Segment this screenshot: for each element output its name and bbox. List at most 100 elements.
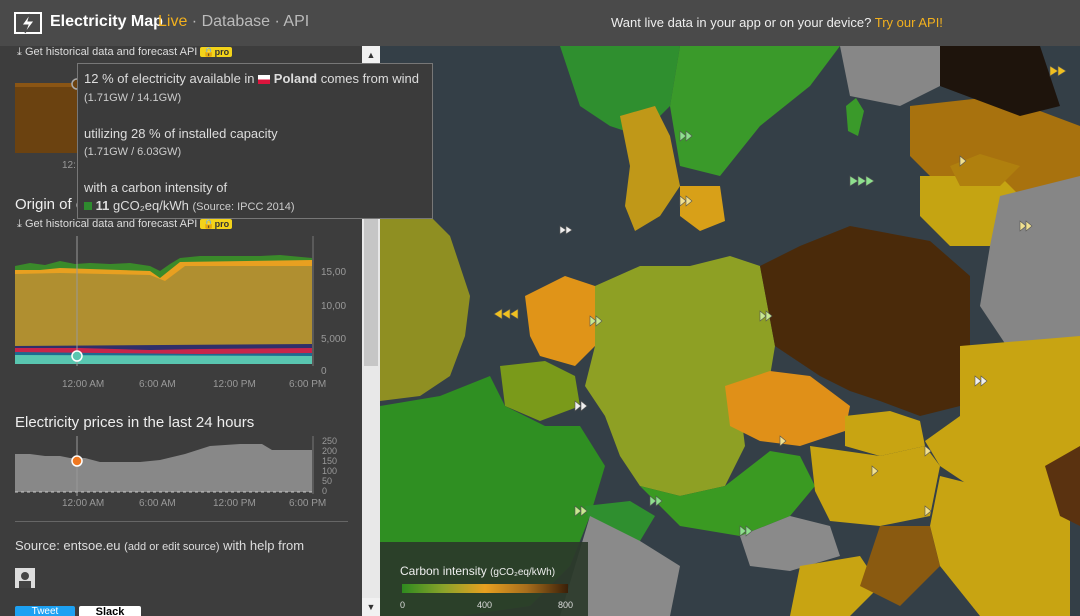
country-dk-west[interactable] (620, 106, 680, 231)
pro-badge: 🔒pro (200, 219, 233, 229)
island-gotland[interactable] (846, 98, 864, 136)
y-tick-label: 15,00 (321, 267, 347, 278)
historical-data-link[interactable]: ⤓ Get historical data and forecast API 🔒p… (17, 218, 233, 231)
x-tick-label: 6:00 AM (139, 498, 176, 509)
legend-tick: 0 (400, 600, 406, 610)
legend-title: Carbon intensity (gCO₂eq/kWh) (400, 564, 555, 578)
country-at[interactable] (640, 451, 815, 536)
lock-icon: 🔒 (203, 219, 215, 229)
x-tick-label: 12: (62, 160, 76, 171)
y-tick-label: 100 (322, 466, 338, 476)
slack-button[interactable]: Slack (79, 606, 141, 616)
legend-color-bar (402, 584, 568, 593)
edit-source-link[interactable]: (add or edit source) (124, 541, 220, 553)
map-view[interactable]: Carbon intensity (gCO₂eq/kWh) 0 400 800 (380, 46, 1080, 616)
y-tick-label: 50 (322, 476, 333, 486)
promo-text: Want live data in your app or on your de… (611, 15, 875, 30)
tooltip-line-2: utilizing 28 % of installed capacity (84, 126, 278, 141)
country-dk-east[interactable] (680, 186, 725, 231)
nav-separator: · (270, 13, 284, 30)
country-de[interactable] (585, 256, 775, 496)
intensity-value: 11 (95, 198, 110, 213)
y-tick-label: 10,00 (321, 301, 347, 312)
country-si[interactable] (740, 516, 840, 571)
legend-tick: 800 (558, 600, 574, 610)
chart-hover-marker[interactable] (71, 455, 83, 467)
history-chart-top (15, 78, 83, 153)
country-gb[interactable] (380, 206, 470, 401)
country-lt-north[interactable] (950, 154, 1020, 186)
europe-map[interactable] (380, 46, 1080, 616)
country-se[interactable] (670, 46, 840, 176)
y-tick-label: 0 (321, 366, 327, 377)
y-tick-label: 250 (322, 436, 338, 446)
origin-area-chart[interactable] (0, 236, 362, 376)
intensity-color-swatch (84, 202, 92, 210)
country-ua[interactable] (925, 336, 1080, 516)
country-fi[interactable] (840, 46, 940, 106)
nav-live[interactable]: Live (158, 13, 188, 30)
source-suffix: with help from (219, 538, 305, 553)
pro-label: pro (214, 219, 230, 229)
origin-title: Origin of e (15, 196, 85, 213)
top-bar: Electricity Map Live · Database · API Wa… (0, 0, 1080, 46)
wind-arrow-icon (493, 65, 1067, 537)
tooltip-line-3: with a carbon intensity of (84, 180, 228, 195)
x-tick-label: 6:00 PM (289, 379, 327, 390)
contributor-avatar[interactable] (15, 568, 35, 588)
y-tick-label: 5,000 (321, 334, 347, 345)
poland-flag-icon (258, 75, 271, 84)
country-pl[interactable] (760, 226, 970, 416)
historical-data-link-label: Get historical data and forecast API (24, 46, 198, 58)
tooltip-detail: (1.71GW / 6.03GW) (84, 146, 182, 158)
scroll-down-icon[interactable]: ▼ (362, 598, 380, 616)
divider (15, 521, 348, 522)
lock-icon: 🔒 (203, 47, 215, 57)
source-link[interactable]: entsoe.eu (63, 538, 121, 553)
x-tick-label: 6:00 PM (289, 498, 327, 509)
country-sk[interactable] (845, 411, 925, 456)
country-by[interactable] (980, 176, 1080, 386)
api-promo: Want live data in your app or on your de… (611, 15, 943, 30)
x-tick-label: 12:00 AM (62, 498, 105, 509)
download-icon: ⤓ (17, 46, 22, 58)
country-hr[interactable] (790, 556, 880, 616)
scroll-up-icon[interactable]: ▲ (362, 46, 380, 64)
tooltip-detail: (1.71GW / 14.1GW) (84, 92, 182, 104)
y-tick-label: 150 (322, 456, 338, 466)
country-md[interactable] (1045, 446, 1080, 526)
nav-database[interactable]: Database (201, 13, 271, 30)
logo-bolt-icon[interactable] (14, 11, 42, 35)
tooltip-text: 12 % of electricity available in (84, 71, 259, 86)
legend-unit: (gCO₂eq/kWh) (490, 567, 556, 578)
country-it[interactable] (560, 516, 680, 616)
tooltip-intensity: 11 gCO₂eq/kWh (Source: IPCC 2014) (84, 198, 295, 213)
country-hu[interactable] (810, 446, 940, 526)
country-cz[interactable] (725, 371, 850, 446)
country-nl[interactable] (525, 276, 595, 366)
pro-label: pro (214, 47, 230, 57)
country-rs[interactable] (860, 526, 940, 606)
main-nav: Live · Database · API (158, 13, 309, 31)
prices-title: Electricity prices in the last 24 hours (15, 414, 255, 431)
brand-title[interactable]: Electricity Map (50, 13, 163, 30)
country-ee[interactable] (940, 46, 1060, 116)
promo-link[interactable]: Try our API! (874, 15, 943, 30)
x-tick-label: 12:00 PM (213, 498, 256, 509)
country-ro[interactable] (930, 476, 1070, 616)
intensity-source: (Source: IPCC 2014) (192, 201, 295, 213)
tweet-button[interactable]: Tweet (15, 606, 75, 616)
country-be[interactable] (500, 361, 580, 421)
source-prefix: Source: (15, 538, 64, 553)
historical-data-link[interactable]: ⤓ Get historical data and forecast API 🔒p… (17, 46, 233, 59)
x-tick-label: 12:00 AM (62, 379, 105, 390)
nav-api[interactable]: API (283, 13, 310, 30)
chart-hover-marker[interactable] (71, 350, 83, 362)
download-icon: ⤓ (17, 218, 22, 230)
nav-separator: · (187, 13, 202, 30)
tooltip-country: Poland (273, 71, 318, 86)
wind-tooltip: 12 % of electricity available in Poland … (77, 63, 433, 219)
historical-data-link-label: Get historical data and forecast API (24, 218, 198, 230)
y-tick-label: 0 (322, 486, 328, 496)
price-chart[interactable] (0, 436, 362, 506)
